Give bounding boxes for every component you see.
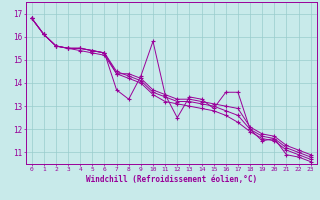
X-axis label: Windchill (Refroidissement éolien,°C): Windchill (Refroidissement éolien,°C) <box>86 175 257 184</box>
